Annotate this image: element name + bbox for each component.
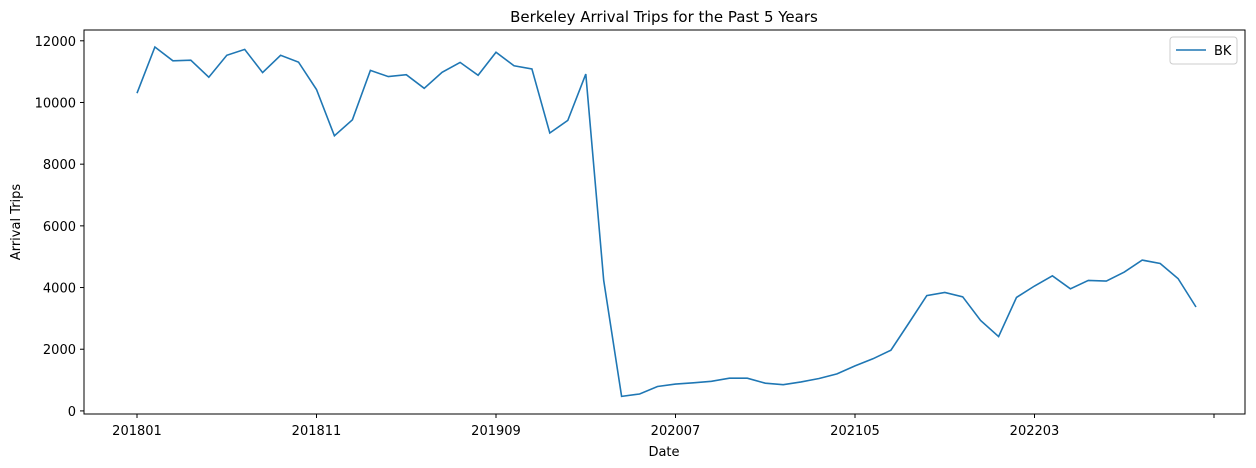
y-tick-label: 0 bbox=[68, 405, 76, 420]
x-tick-label: 201811 bbox=[292, 424, 342, 439]
series-line-bk bbox=[136, 45, 1197, 398]
y-axis: 0 2000 4000 6000 8000 10000 12000 bbox=[35, 35, 84, 420]
x-axis: 201801 201811 201909 202007 202105 202203 bbox=[112, 414, 1215, 439]
x-tick-label: 202007 bbox=[651, 424, 701, 439]
plot-area bbox=[83, 29, 1246, 415]
chart-title: Berkeley Arrival Trips for the Past 5 Ye… bbox=[510, 8, 818, 26]
legend: BK bbox=[1169, 36, 1238, 65]
y-axis-title: Arrival Trips bbox=[9, 184, 24, 261]
y-tick-label: 2000 bbox=[43, 343, 76, 358]
y-tick-label: 6000 bbox=[43, 220, 76, 235]
legend-label-bk: BK bbox=[1214, 44, 1232, 59]
x-tick-label: 202105 bbox=[830, 424, 880, 439]
x-tick-label: 201909 bbox=[471, 424, 521, 439]
y-tick-label: 12000 bbox=[35, 35, 76, 50]
y-tick-label: 4000 bbox=[43, 282, 76, 297]
x-tick-label: 202203 bbox=[1010, 424, 1060, 439]
x-axis-title: Date bbox=[648, 445, 679, 460]
y-tick-label: 8000 bbox=[43, 158, 76, 173]
x-tick-label: 201801 bbox=[112, 424, 162, 439]
y-tick-label: 10000 bbox=[35, 96, 76, 111]
